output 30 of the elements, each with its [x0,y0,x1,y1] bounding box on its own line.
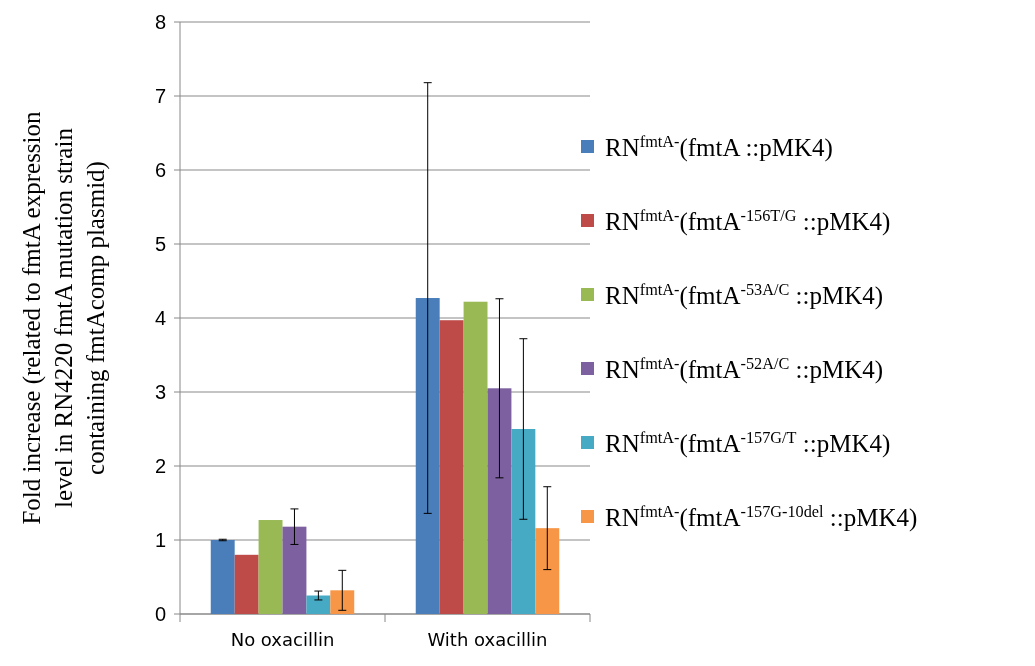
bar [463,301,488,614]
y-tick-label: 6 [154,159,166,181]
bar [415,298,440,614]
y-tick-label: 7 [154,85,166,107]
bar [439,320,464,614]
y-axis-title: Fold increase (related to fmtA expression level in RN4220 fmtA mutation strain containing fmtAcomp plasmid) [18,110,110,525]
legend-label: RN$^{fmtA-}$(fmtA$^{-156T/G}$ ::pMK4) [605,206,891,236]
legend-label: RN$^{fmtA-}$(fmtA ::pMK4) [605,132,833,162]
y-tick-label: 4 [154,307,166,329]
x-tick-label: With oxacillin [427,629,548,650]
y-tick-label: 0 [154,603,166,625]
y-tick-label: 3 [154,381,166,403]
bar [330,590,355,614]
y-tick-label: 8 [154,11,166,33]
bar [535,528,560,614]
legend-label: RN$^{fmtA-}$(fmtA$^{-157G/T}$ ::pMK4) [605,428,891,458]
bar [487,388,512,614]
legend-label: RN$^{fmtA-}$(fmtA$^{-53A/C}$ ::pMK4) [605,280,884,310]
x-tick-label: No oxacillin [230,629,335,650]
bar [306,595,331,614]
bar [234,554,259,614]
y-tick-label: 1 [154,529,166,551]
y-tick-label: 5 [154,233,166,255]
bar [258,520,283,614]
bar [511,429,536,614]
bar [282,526,307,614]
y-tick-label: 2 [154,455,166,477]
legend-label: RN$^{fmtA-}$(fmtA$^{-157G-10del}$ ::pMK4) [605,502,918,532]
legend-label: RN$^{fmtA-}$(fmtA$^{-52A/C}$ ::pMK4) [605,354,884,384]
bar [210,540,235,614]
